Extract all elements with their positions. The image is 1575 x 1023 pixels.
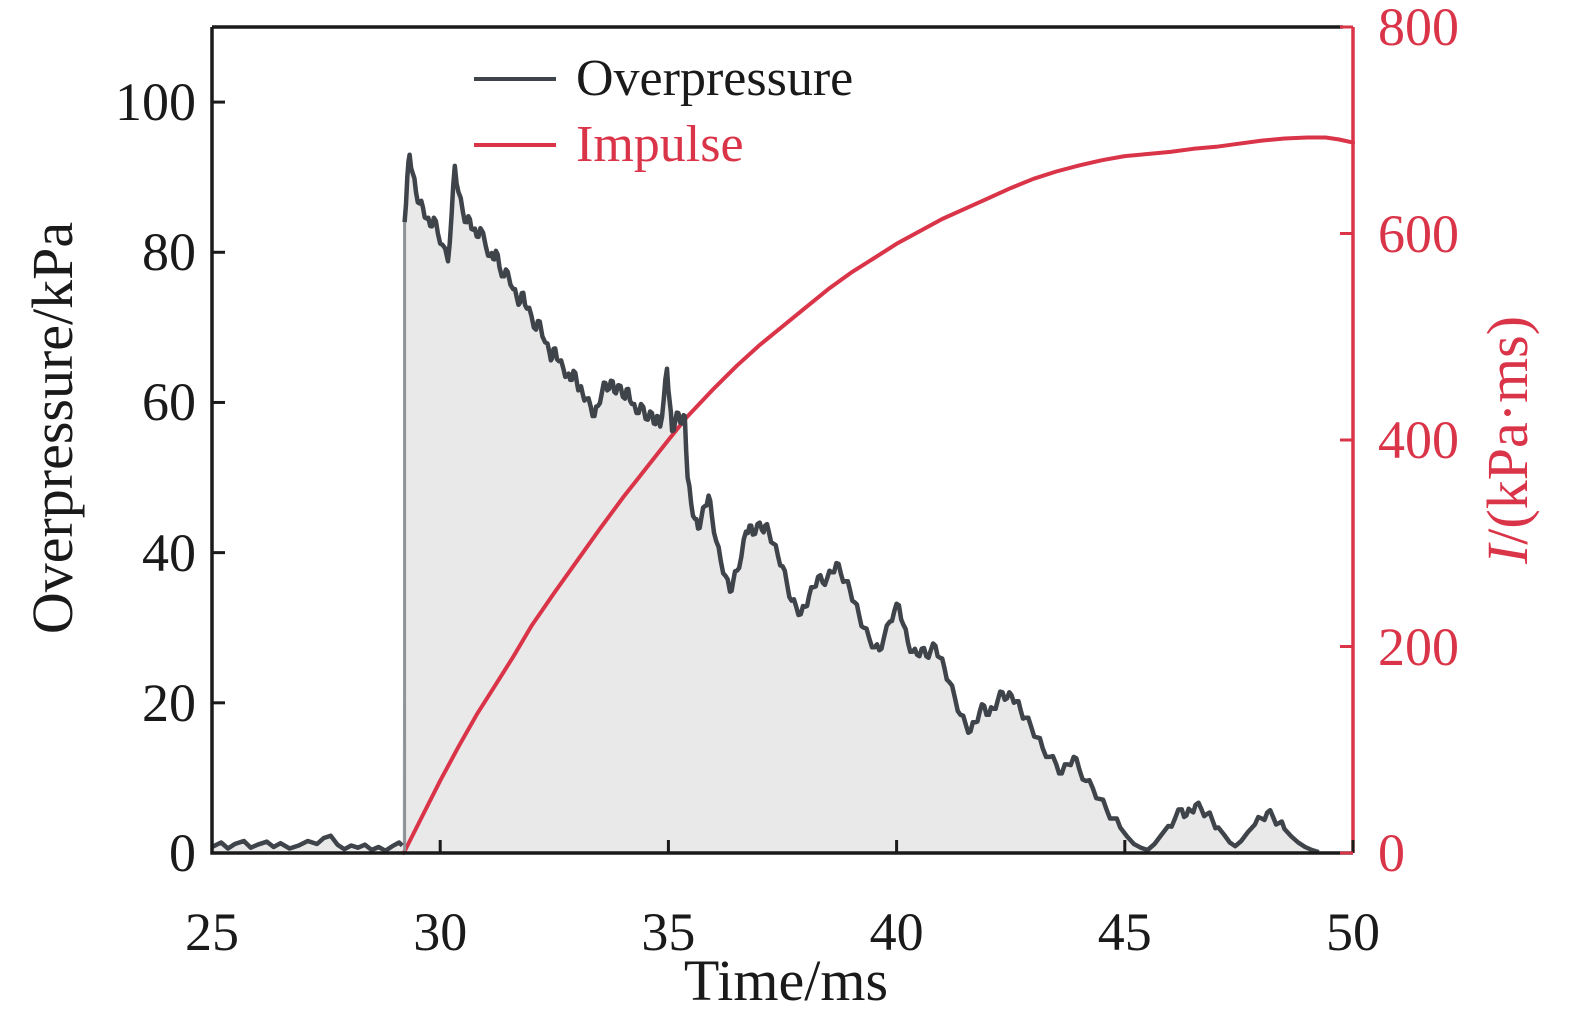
y-axis-title-right-italic: I: [1475, 544, 1540, 565]
legend: Overpressure Impulse: [474, 50, 853, 174]
x-tick-label: 50: [1326, 902, 1380, 962]
y-right-tick-label: 0: [1378, 823, 1405, 883]
legend-item-impulse: Impulse: [474, 116, 853, 174]
x-tick-label: 40: [869, 902, 924, 962]
y-right-tick-label: 200: [1378, 616, 1459, 677]
x-tick-label: 35: [641, 902, 696, 962]
y-left-tick-label: 100: [115, 72, 196, 133]
legend-label-overpressure: Overpressure: [576, 50, 854, 107]
overpressure-line-sample: [474, 77, 556, 81]
y-axis-title-left: Overpressure/kPa: [20, 222, 85, 634]
x-axis-title-text: Time/ms: [683, 948, 889, 1013]
y-left-tick-label: 80: [142, 222, 196, 283]
y-axis-title-left-text: Overpressure/kPa: [20, 221, 85, 635]
y-right-tick-label: 400: [1378, 410, 1459, 470]
legend-item-overpressure: Overpressure: [474, 50, 853, 108]
y-right-tick-label: 800: [1378, 0, 1459, 57]
overpressure-curve: [402, 152, 1320, 855]
overpressure-curve-baseline: [211, 833, 404, 853]
overpressure-fill-area: [212, 154, 1319, 853]
x-tick-label: 45: [1097, 902, 1152, 962]
x-tick-label: 25: [185, 902, 239, 962]
x-tick-label: 30: [413, 902, 468, 962]
y-left-tick-label: 20: [142, 672, 196, 733]
y-left-tick-label: 60: [142, 372, 196, 433]
legend-label-impulse: Impulse: [576, 116, 744, 173]
impulse-curve: [401, 135, 1355, 855]
y-left-tick-label: 0: [169, 823, 196, 883]
x-axis-title: Time/ms: [684, 952, 888, 1010]
y-right-tick-label: 600: [1378, 203, 1459, 264]
impulse-line-sample: [474, 143, 556, 147]
y-left-tick-label: 40: [142, 522, 196, 583]
y-axis-title-right-rest: /(kPa·ms): [1475, 315, 1540, 545]
y-axis-title-right: I/(kPa·ms): [1475, 316, 1540, 564]
